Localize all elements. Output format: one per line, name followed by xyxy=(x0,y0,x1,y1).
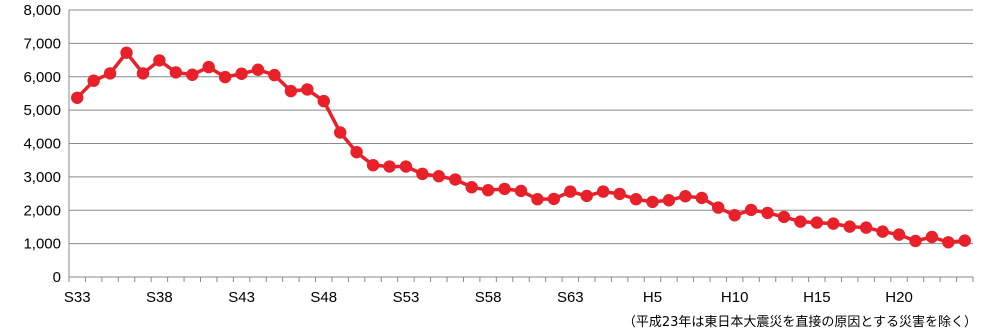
data-point xyxy=(662,194,676,207)
x-tick-label: H5 xyxy=(643,289,662,306)
data-point xyxy=(334,126,347,139)
x-tick-label: S33 xyxy=(64,289,91,306)
y-tick-label: 8,000 xyxy=(23,2,61,19)
data-point xyxy=(547,192,561,206)
data-point xyxy=(366,158,380,172)
y-tick-label: 5,000 xyxy=(23,102,61,119)
data-point xyxy=(268,68,281,82)
data-point xyxy=(87,74,100,87)
chart-footnote: （平成23年は東日本大震災を直接の原因とする災害を除く） xyxy=(622,315,977,330)
data-point xyxy=(859,221,873,234)
series-group xyxy=(71,46,971,249)
data-point xyxy=(777,210,791,224)
data-point xyxy=(942,236,955,249)
x-tick-label: S63 xyxy=(557,289,584,306)
data-point xyxy=(284,84,298,98)
data-point xyxy=(350,145,363,159)
data-point xyxy=(744,203,758,217)
y-tick-label: 4,000 xyxy=(23,136,61,153)
data-point xyxy=(580,189,593,203)
data-point xyxy=(679,190,692,203)
data-point xyxy=(186,68,199,81)
data-point xyxy=(958,234,971,247)
x-tick-label: S53 xyxy=(393,289,420,306)
x-tick-label: S58 xyxy=(475,289,502,306)
data-point xyxy=(810,216,824,229)
x-tick-label: H15 xyxy=(803,289,831,306)
x-tick-label: S38 xyxy=(146,289,173,306)
data-point xyxy=(564,185,577,198)
x-tick-label: S43 xyxy=(228,289,255,306)
x-tick-label: H10 xyxy=(721,289,749,306)
y-tick-label: 0 xyxy=(53,269,61,286)
x-tick-label: H20 xyxy=(885,289,913,306)
data-point xyxy=(761,206,774,220)
data-point xyxy=(169,66,183,79)
data-point xyxy=(596,185,610,198)
data-point xyxy=(235,67,248,80)
data-point xyxy=(416,167,429,181)
data-point xyxy=(301,83,314,96)
data-point xyxy=(136,67,150,80)
axes xyxy=(68,10,974,282)
y-tick-label: 1,000 xyxy=(23,236,61,253)
data-point xyxy=(646,195,659,209)
data-point xyxy=(712,201,725,214)
data-point xyxy=(202,60,215,74)
data-point xyxy=(629,193,643,206)
data-point xyxy=(432,170,446,183)
data-point xyxy=(892,228,906,241)
data-point xyxy=(876,225,889,238)
data-point xyxy=(613,187,626,201)
data-point xyxy=(925,230,939,244)
data-point xyxy=(827,217,840,230)
y-axis-tick-labels: 0 1,000 2,000 3,000 4,000 5,000 6,000 7,000 8,00… xyxy=(23,2,61,286)
data-point xyxy=(153,54,166,67)
y-tick-label: 7,000 xyxy=(23,35,61,52)
data-point xyxy=(218,70,232,84)
series-line xyxy=(75,50,965,245)
data-point xyxy=(531,193,544,206)
data-point xyxy=(909,234,922,248)
data-point xyxy=(481,184,495,197)
data-point xyxy=(449,173,462,186)
data-point xyxy=(465,181,478,194)
data-point xyxy=(843,220,856,233)
data-point xyxy=(794,215,807,228)
data-point xyxy=(695,191,708,205)
data-point xyxy=(728,209,741,222)
data-point xyxy=(103,67,117,80)
data-point xyxy=(317,94,330,108)
y-tick-label: 2,000 xyxy=(23,202,61,219)
y-tick-label: 6,000 xyxy=(23,69,61,86)
data-point xyxy=(71,91,84,104)
data-point xyxy=(120,46,133,59)
x-tick-label: S48 xyxy=(310,289,337,306)
gridlines xyxy=(69,9,973,245)
data-point xyxy=(399,160,413,173)
data-point xyxy=(514,184,528,198)
data-point xyxy=(383,160,396,173)
y-tick-label: 3,000 xyxy=(23,169,61,186)
data-point xyxy=(251,63,265,76)
data-point xyxy=(498,182,511,196)
x-axis-tick-labels: S33 S38 S43 S48 S53 S58 S63 H5 H10 H15 H20 xyxy=(64,289,913,306)
